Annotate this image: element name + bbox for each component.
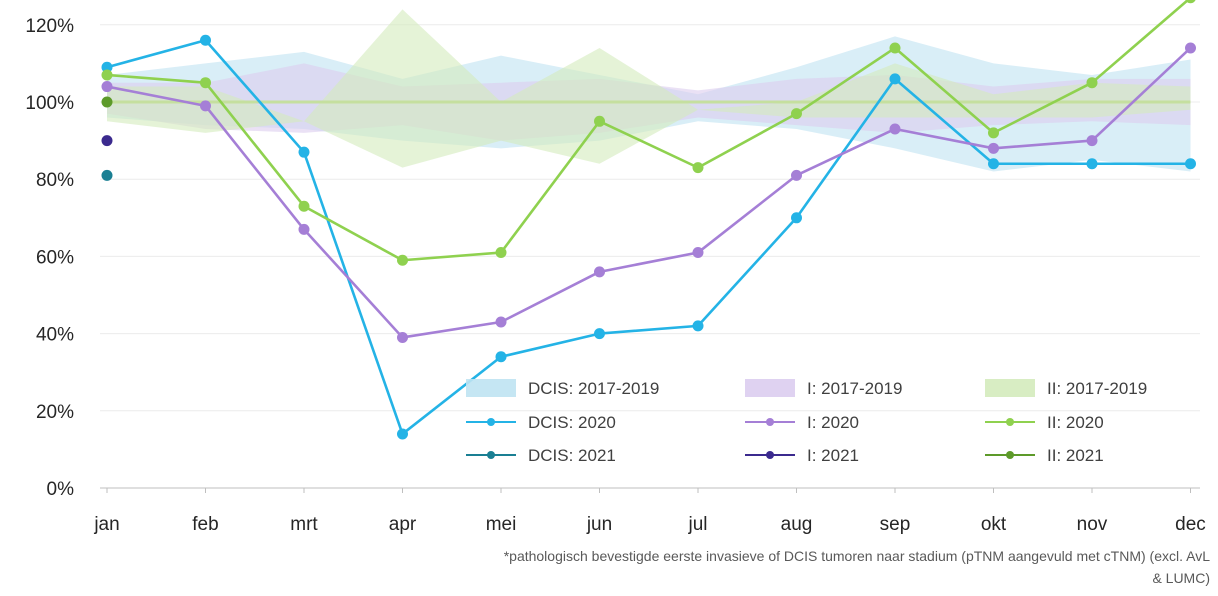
data-point (101, 69, 113, 81)
legend-swatch-band (745, 379, 795, 397)
data-point (1185, 42, 1196, 54)
data-point (692, 247, 704, 259)
y-tick-label: 80% (36, 170, 74, 191)
series-line (106, 38, 1191, 436)
legend: DCIS: 2017-2019 I: 2017-2019 II: 2017-2019… (466, 379, 1147, 465)
data-point (988, 142, 999, 154)
data-point (200, 100, 211, 112)
data-point (397, 331, 408, 343)
series-lines (106, 0, 1192, 436)
y-tick-label: 120% (25, 16, 74, 37)
x-tick-label: dec (1175, 514, 1206, 535)
data-point (988, 127, 999, 139)
y-tick-label: 40% (36, 325, 74, 346)
y-tick-label: 0% (47, 479, 75, 500)
legend-swatch-marker (1006, 418, 1014, 426)
legend-label: I: 2021 (807, 446, 859, 465)
footnote-line-2: & LUMC) (1152, 570, 1210, 586)
data-point (397, 254, 408, 266)
data-point (101, 96, 113, 108)
data-point (397, 428, 408, 440)
data-point (101, 169, 113, 181)
data-point (495, 351, 507, 363)
data-point (594, 328, 605, 340)
line-chart: 0% 20% 40% 60% 80% 100% 120% jan feb mrt apr mei jun… (25, 0, 1206, 535)
x-tick-label: jun (586, 514, 612, 535)
data-point (889, 42, 901, 54)
y-tick-label: 100% (25, 93, 74, 114)
data-point (101, 135, 113, 147)
range-bands (107, 9, 1191, 172)
data-point (495, 247, 507, 259)
x-tick-label: sep (880, 514, 911, 535)
data-point (791, 212, 802, 224)
data-point (889, 73, 901, 85)
series-points (101, 0, 1196, 440)
legend-swatch-marker (487, 451, 495, 459)
legend-swatch-band (466, 379, 516, 397)
data-point (791, 108, 802, 120)
data-point (594, 266, 605, 278)
legend-label: DCIS: 2020 (528, 413, 616, 432)
legend-swatch-marker (487, 418, 495, 426)
y-tick-label: 20% (36, 402, 74, 423)
data-point (298, 146, 310, 158)
data-point (692, 162, 704, 174)
legend-swatch-marker (766, 451, 774, 459)
band (107, 9, 1191, 168)
data-point (988, 158, 999, 170)
data-point (1185, 0, 1196, 4)
data-point (200, 77, 211, 89)
x-tick-label: mei (486, 514, 517, 535)
legend-label: DCIS: 2017-2019 (528, 379, 659, 398)
data-point (889, 123, 901, 135)
data-point (1086, 77, 1098, 89)
legend-label: I: 2020 (807, 413, 859, 432)
legend-label: DCIS: 2021 (528, 446, 616, 465)
axes: 0% 20% 40% 60% 80% 100% 120% jan feb mrt apr mei jun… (25, 16, 1205, 535)
data-point (1185, 158, 1196, 170)
x-tick-label: jan (93, 514, 119, 535)
x-tick-label: jul (687, 514, 707, 535)
series-line (106, 0, 1190, 262)
data-point (101, 61, 113, 73)
footnote-line-1: *pathologisch bevestigde eerste invasiev… (503, 548, 1210, 564)
data-point (200, 34, 211, 46)
y-tick-label: 60% (36, 247, 74, 268)
data-point (298, 200, 310, 212)
x-tick-label: mrt (290, 514, 318, 535)
data-point (1086, 158, 1098, 170)
legend-swatch-band (985, 379, 1035, 397)
data-point (791, 169, 802, 181)
legend-label: II: 2021 (1047, 446, 1104, 465)
x-tick-label: feb (192, 514, 218, 535)
data-point (298, 223, 310, 235)
x-tick-label: nov (1077, 514, 1108, 535)
series-line (106, 47, 1192, 339)
x-tick-label: apr (389, 514, 417, 535)
footnote: *pathologisch bevestigde eerste invasiev… (0, 545, 1210, 589)
legend-label: II: 2020 (1047, 413, 1104, 432)
x-tick-label: aug (781, 514, 813, 535)
legend-label: II: 2017-2019 (1047, 379, 1147, 398)
data-point (1086, 135, 1098, 147)
data-point (101, 81, 113, 93)
data-point (495, 316, 507, 328)
legend-swatch-marker (766, 418, 774, 426)
data-point (594, 115, 605, 127)
data-point (692, 320, 704, 332)
x-tick-label: okt (981, 514, 1007, 535)
legend-label: I: 2017-2019 (807, 379, 902, 398)
legend-swatch-marker (1006, 451, 1014, 459)
